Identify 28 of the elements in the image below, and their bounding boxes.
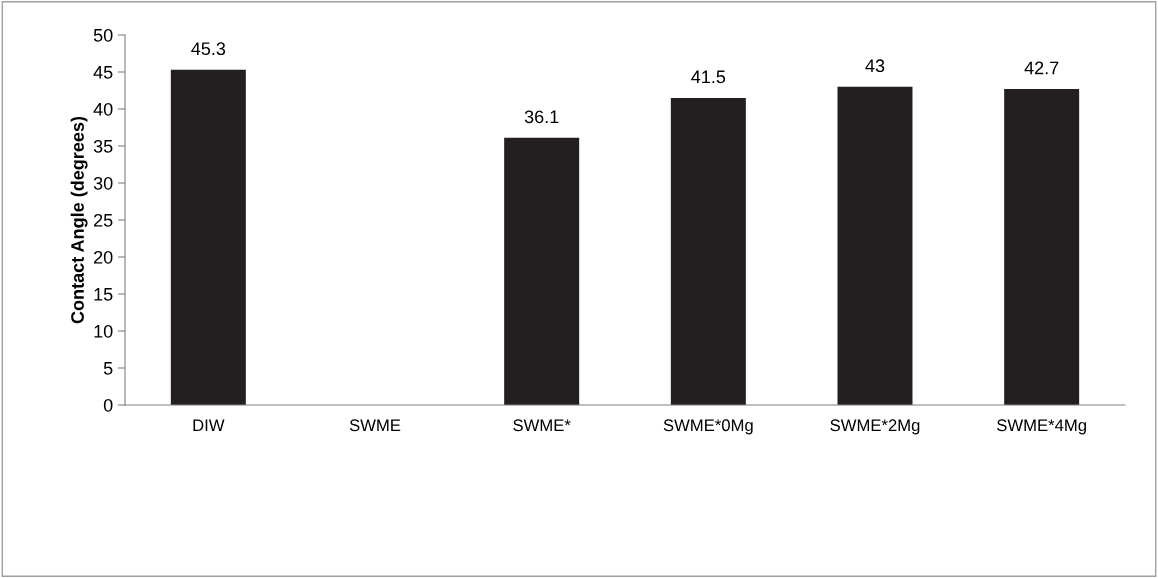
- x-tick-label: SWME: [349, 419, 401, 432]
- y-tick-label: 40: [93, 102, 113, 116]
- y-tick-label: 25: [94, 213, 113, 227]
- data-label: 42.7: [1024, 61, 1059, 75]
- x-tick-label: SWME*4Mg: [997, 419, 1086, 435]
- x-tick-label: SWME*: [513, 419, 571, 432]
- data-label: 41.5: [691, 70, 726, 84]
- bar: [170, 69, 246, 405]
- bar: [504, 137, 580, 405]
- y-tick-label: 15: [94, 288, 113, 301]
- bar: [837, 86, 913, 405]
- y-axis-title: Contact Angle (degrees): [70, 116, 88, 324]
- data-label: 45.3: [191, 42, 226, 56]
- y-tick-label: 45: [93, 66, 113, 79]
- y-tick-label: 5: [103, 362, 113, 375]
- y-tick-label: 50: [93, 28, 113, 42]
- y-tick-label: 10: [94, 324, 113, 338]
- data-label: 43: [865, 59, 885, 73]
- x-tick-label: SWME*0Mg: [663, 419, 753, 435]
- x-tick-label: SWME*2Mg: [830, 419, 920, 435]
- bar: [1004, 89, 1080, 405]
- y-tick-label: 20: [94, 250, 113, 264]
- bar: [670, 97, 746, 405]
- x-tick-label: DIW: [193, 419, 225, 431]
- data-label: 36.1: [524, 110, 559, 124]
- y-tick-label: 30: [93, 176, 113, 190]
- y-tick-label: 0: [103, 398, 113, 412]
- y-tick-label: 35: [93, 139, 113, 153]
